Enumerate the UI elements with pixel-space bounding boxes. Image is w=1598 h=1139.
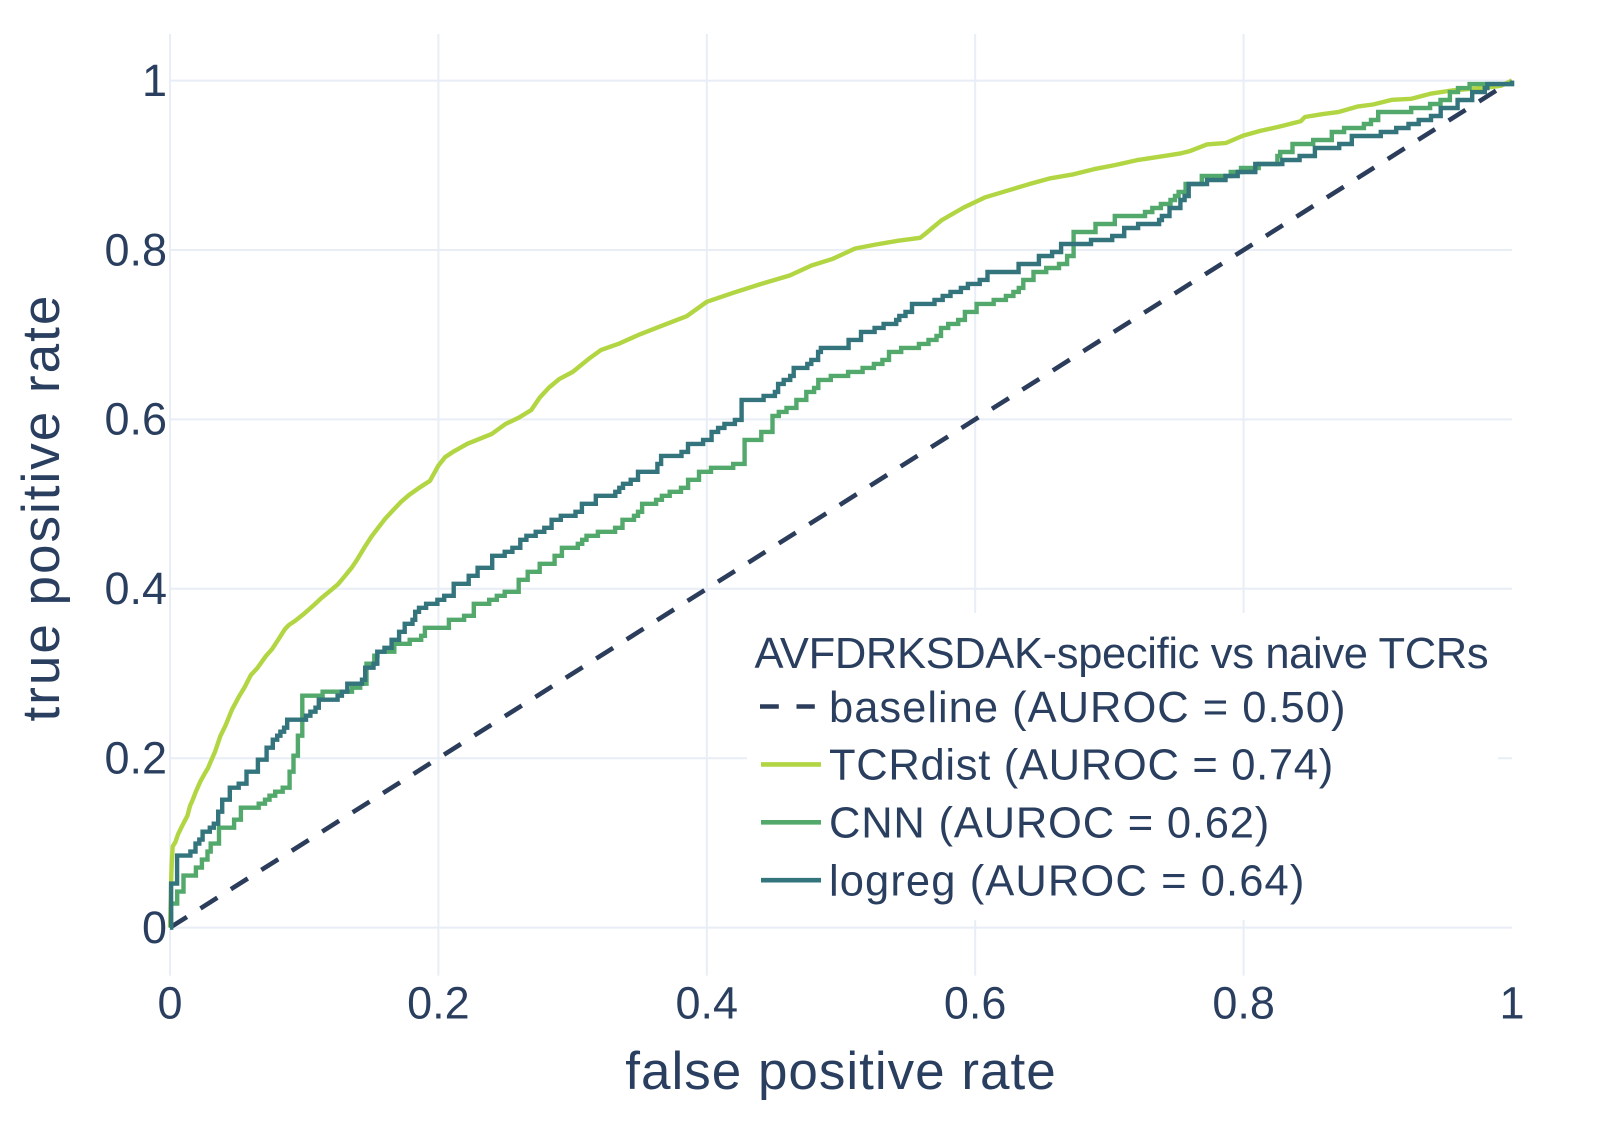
svg-text:CNN (AUROC = 0.62): CNN (AUROC = 0.62)	[829, 800, 1270, 848]
svg-text:0.8: 0.8	[104, 224, 167, 275]
svg-text:logreg (AUROC = 0.64): logreg (AUROC = 0.64)	[829, 858, 1305, 906]
svg-text:0.6: 0.6	[944, 977, 1007, 1028]
svg-text:0.6: 0.6	[104, 394, 167, 445]
svg-text:0.8: 0.8	[1212, 977, 1275, 1028]
svg-text:true positive rate: true positive rate	[12, 294, 71, 722]
svg-text:0.4: 0.4	[104, 563, 167, 614]
svg-text:AVFDRKSDAK-specific vs naive T: AVFDRKSDAK-specific vs naive TCRs	[755, 630, 1489, 678]
svg-text:0.4: 0.4	[676, 977, 739, 1028]
svg-text:0: 0	[142, 902, 167, 953]
svg-text:baseline (AUROC = 0.50): baseline (AUROC = 0.50)	[829, 684, 1346, 732]
svg-text:false positive rate: false positive rate	[625, 1042, 1056, 1101]
svg-text:0: 0	[157, 977, 182, 1028]
svg-text:TCRdist (AUROC = 0.74): TCRdist (AUROC = 0.74)	[829, 742, 1334, 790]
svg-text:0.2: 0.2	[407, 977, 470, 1028]
svg-text:1: 1	[142, 55, 167, 106]
svg-text:1: 1	[1499, 977, 1524, 1028]
svg-text:0.2: 0.2	[104, 733, 167, 784]
